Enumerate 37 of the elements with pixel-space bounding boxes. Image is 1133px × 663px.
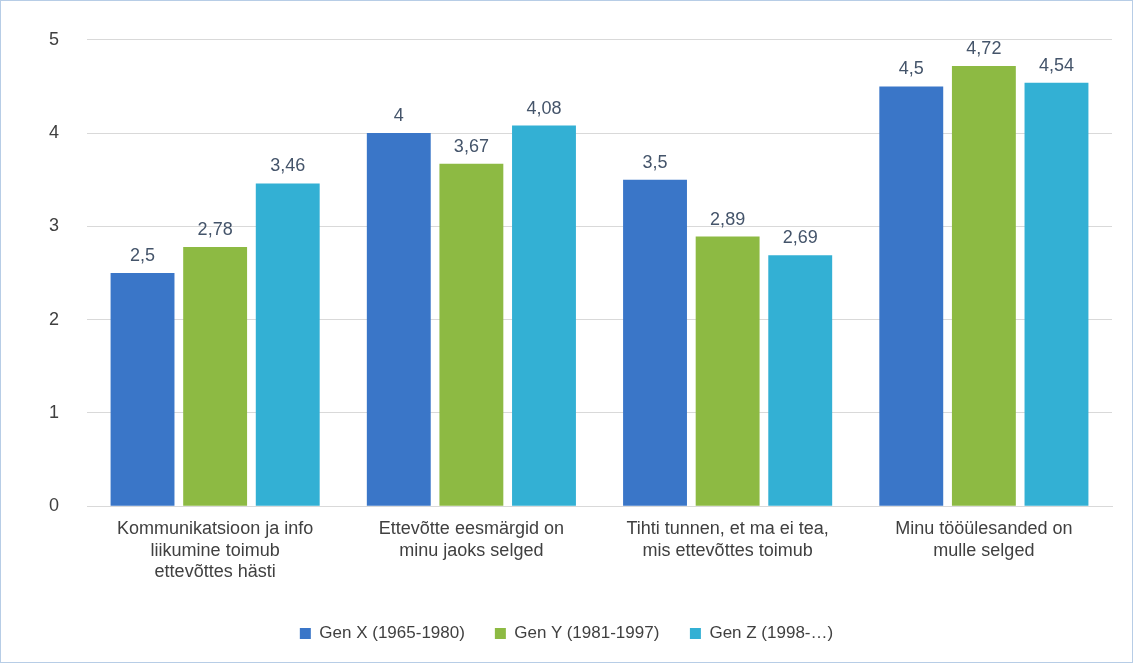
- y-tick-label: 0: [49, 495, 60, 516]
- y-tick-label: 5: [49, 28, 60, 49]
- data-label: 3,5: [642, 151, 668, 172]
- y-tick-label: 2: [49, 308, 60, 329]
- bar: [1024, 82, 1089, 506]
- data-label: 2,5: [130, 244, 156, 265]
- bar: [623, 179, 687, 506]
- x-tick-label: Tihti tunnen, et ma ei tea, mis ettevõttes toimub: [626, 517, 829, 560]
- x-tick-label: Ettevõtte eesmärgid on minu jaoks selged: [378, 517, 564, 560]
- y-tick-label: 4: [49, 122, 60, 143]
- data-label: 3,67: [453, 135, 489, 156]
- y-tick-label: 1: [49, 401, 60, 422]
- bar: [951, 65, 1016, 506]
- data-label: 2,89: [710, 208, 746, 229]
- data-label: 4,72: [966, 37, 1002, 58]
- bar: [255, 183, 320, 506]
- x-tick-label: Minu tööülesanded on mulle selged: [895, 517, 1073, 560]
- bar: [366, 133, 431, 506]
- data-label: 3,46: [270, 155, 306, 176]
- data-label: 4,08: [526, 97, 562, 118]
- y-tick-label: 3: [49, 215, 60, 236]
- bar: [183, 246, 248, 506]
- legend-label: Gen Y (1981-1997): [514, 623, 660, 643]
- data-label: 4,5: [898, 58, 924, 79]
- data-label: 4,54: [1038, 54, 1074, 75]
- bar: [879, 86, 944, 506]
- bar: [768, 255, 833, 506]
- bar: [512, 125, 576, 506]
- data-label: 2,69: [782, 227, 818, 248]
- legend-label: Gen Z (1998-…): [709, 623, 834, 643]
- data-label: 2,78: [197, 218, 233, 239]
- legend-label: Gen X (1965-1980): [319, 623, 465, 643]
- bar: [110, 273, 175, 506]
- data-label: 4: [393, 105, 404, 126]
- bar: [439, 163, 504, 506]
- bar: [695, 236, 760, 506]
- x-tick-label: Kommunikatsioon ja info liikumine toimub ettevõttes hästi: [117, 517, 314, 582]
